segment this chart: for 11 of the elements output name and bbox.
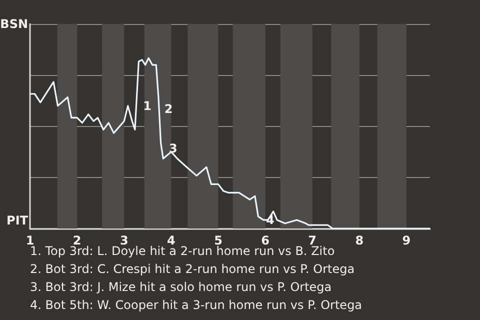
text: PIT <box>6 214 29 228</box>
annotation: 1 <box>143 98 152 113</box>
text: 4. Bot 5th: W. Cooper hit a 3-run home run vs P. Ortega <box>30 298 362 312</box>
annotation: 2 <box>164 102 173 116</box>
annotation: 4 <box>266 212 274 227</box>
text: 3. Bot 3rd: J. Mize hit a solo home run vs P. Ortega <box>30 280 332 294</box>
text: BSN <box>0 17 28 31</box>
annotation: 3 <box>169 141 178 156</box>
x-tick-label: 8 <box>355 234 364 248</box>
x-tick-label: 9 <box>402 234 411 248</box>
text: 2. Bot 3rd: C. Crespi hit a 2-run home run vs P. Ortega <box>30 262 355 276</box>
